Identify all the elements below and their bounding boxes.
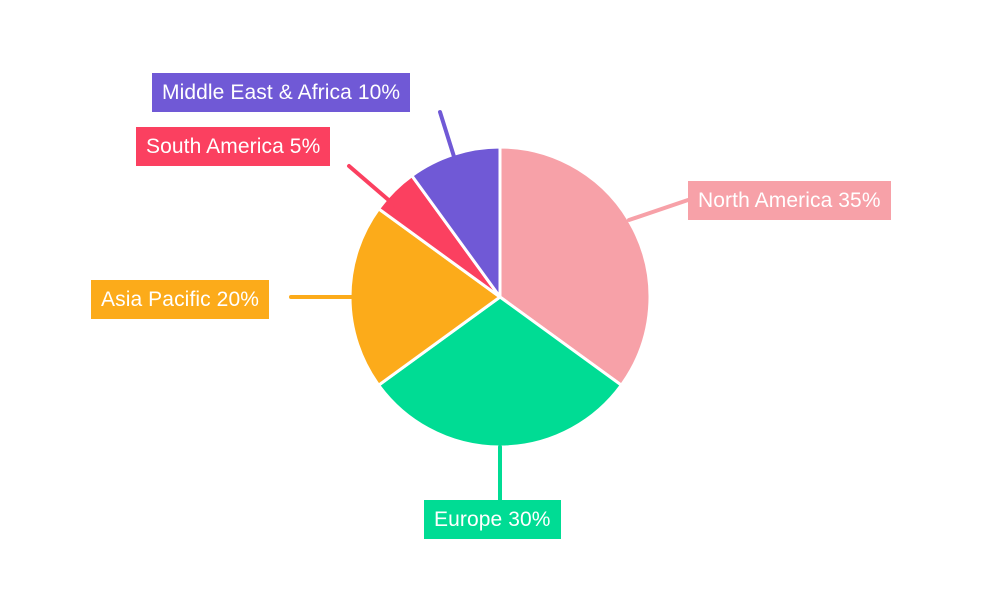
pie-slice-north-america[interactable]	[498, 145, 652, 387]
leader-line-north-america	[627, 198, 690, 222]
pie-label-europe[interactable]: Europe 30%	[424, 500, 561, 539]
leader-line-south-america	[347, 164, 401, 211]
pie-leader-lines	[289, 110, 690, 502]
pie-label-text: Middle East & Africa 10%	[162, 81, 401, 104]
pie-label-text: Europe 30%	[434, 508, 551, 531]
pie-label-asia-pacific[interactable]: Asia Pacific 20%	[91, 280, 270, 319]
pie-label-south-america[interactable]: South America 5%	[136, 127, 331, 166]
pie-label-text: North America 35%	[698, 189, 881, 212]
pie-slices	[348, 145, 652, 449]
pie-label-text: Asia Pacific 20%	[101, 288, 260, 311]
leader-line-middle-east-africa	[438, 110, 458, 165]
pie-label-middle-east-africa[interactable]: Middle East & Africa 10%	[152, 73, 411, 112]
pie-label-north-america[interactable]: North America 35%	[688, 181, 891, 220]
pie-label-text: South America 5%	[146, 135, 321, 158]
